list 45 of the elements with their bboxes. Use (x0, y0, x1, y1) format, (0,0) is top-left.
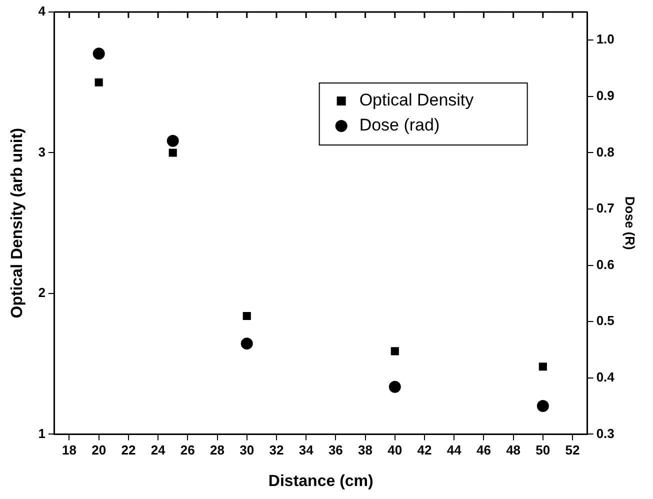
x-tick-label: 30 (240, 442, 254, 458)
point (166, 134, 179, 147)
y-tick-label: 4 (38, 4, 46, 19)
x-tick-label: 20 (92, 442, 106, 458)
x-tick-label: 44 (446, 442, 462, 458)
point (240, 338, 253, 350)
legend-label: Optical Density (359, 90, 474, 110)
y2-axis-title: Dose (R) (622, 196, 638, 250)
point (242, 312, 251, 320)
x-tick-label: 34 (298, 442, 314, 458)
x-tick-label: 28 (210, 442, 224, 458)
x-tick-label: 40 (388, 442, 402, 458)
y2-tick-label: 1.0 (596, 32, 614, 47)
x-tick-label: 26 (180, 442, 195, 458)
legend-label: Dose (rad) (359, 116, 440, 135)
x-tick-label: 48 (506, 442, 521, 458)
point (538, 362, 547, 371)
x-tick-label: 52 (565, 442, 580, 458)
y-tick-label: 3 (38, 144, 46, 160)
y-tick-label: 2 (38, 285, 46, 300)
y-tick-label: 1 (38, 426, 46, 441)
x-tick-label: 18 (62, 442, 76, 458)
x-tick-label: 36 (328, 442, 343, 458)
x-tick-label: 50 (536, 442, 550, 458)
y2-tick-label: 0.5 (596, 313, 614, 328)
y-axis-title: Optical Density (arb unit) (9, 128, 26, 318)
x-tick-label: 32 (269, 442, 284, 458)
x-tick-label: 38 (358, 442, 373, 458)
point (94, 78, 103, 86)
point (390, 347, 399, 356)
y2-tick-label: 0.9 (596, 88, 614, 104)
y2-tick-label: 0.8 (596, 144, 614, 160)
x-tick-label: 24 (150, 442, 166, 458)
x-axis-title: Distance (cm) (268, 472, 374, 490)
point (92, 48, 105, 60)
point (168, 148, 177, 157)
y2-tick-label: 0.3 (596, 426, 614, 441)
x-tick-label: 46 (476, 442, 491, 458)
point (536, 400, 549, 412)
y2-tick-label: 0.4 (596, 369, 616, 384)
y2-tick-label: 0.7 (596, 200, 614, 216)
y2-tick-label: 0.6 (596, 256, 614, 272)
x-tick-label: 42 (417, 442, 432, 458)
point (388, 380, 401, 393)
x-tick-label: 22 (121, 442, 136, 458)
